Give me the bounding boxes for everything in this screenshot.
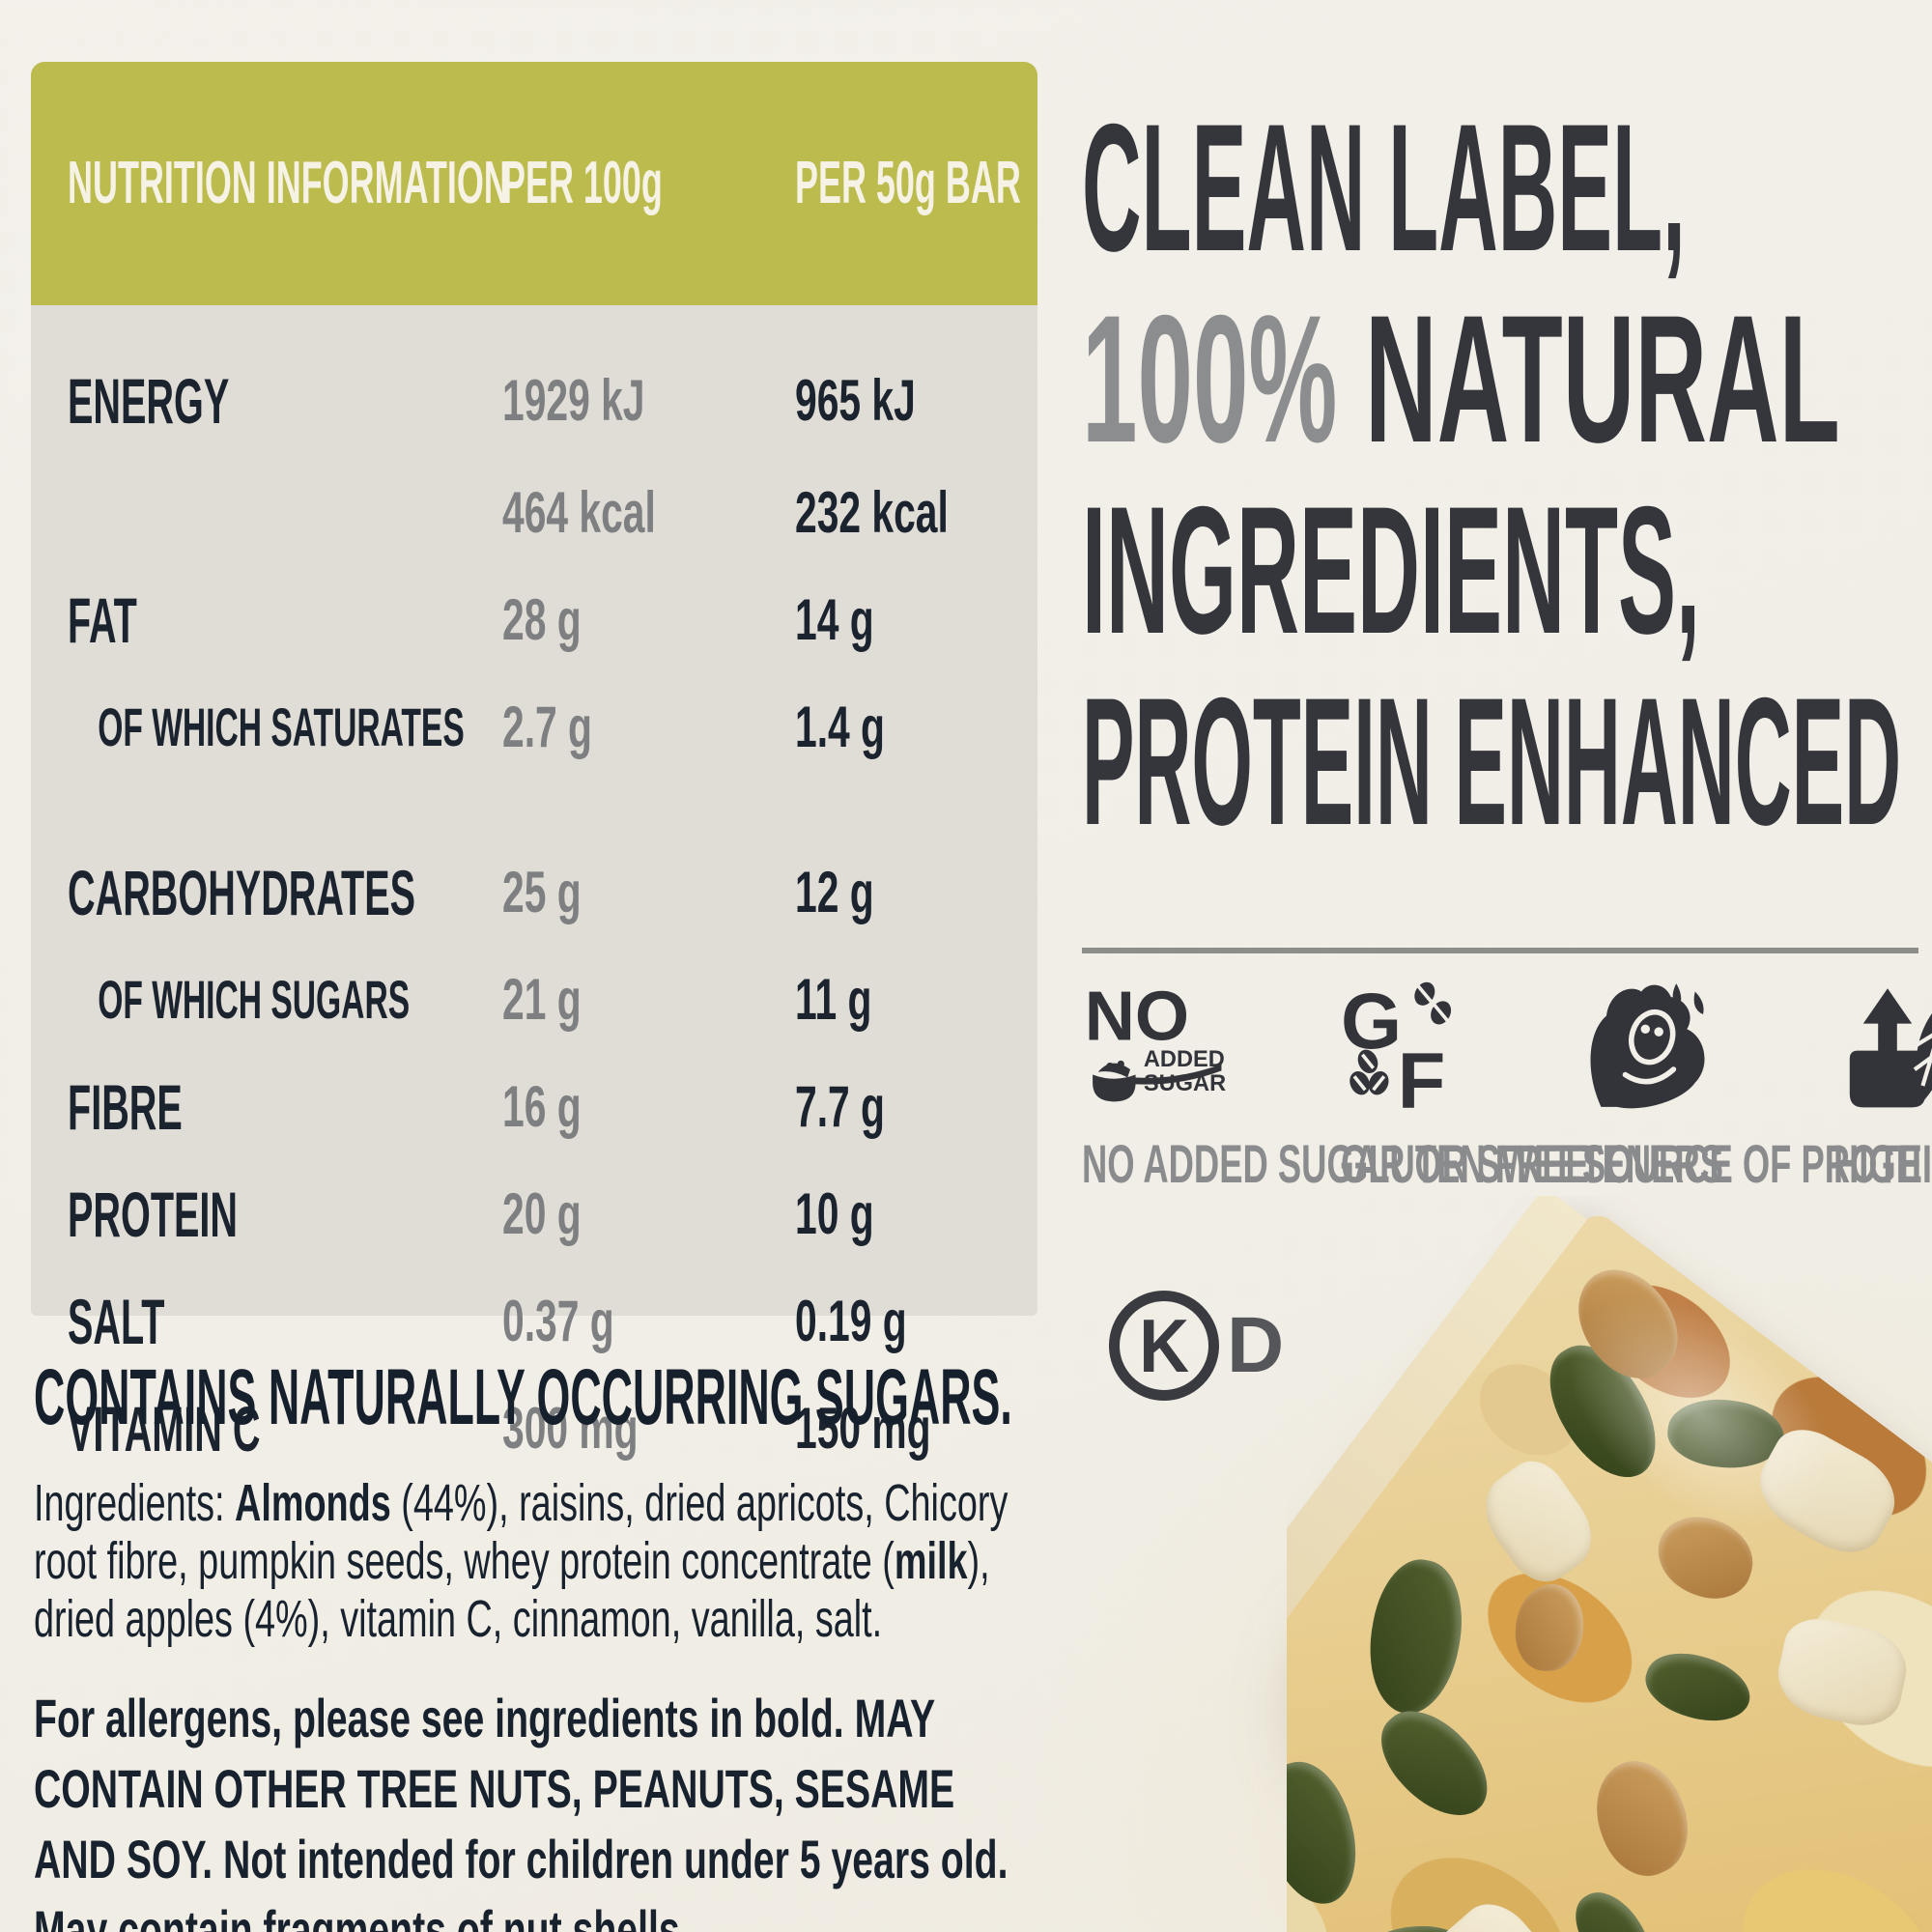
value: 300 mg — [502, 1396, 639, 1461]
value: 232 kcal — [795, 480, 949, 545]
bottom-text-block: CONTAINS NATURALLY OCCURRING SUGARS. Ing… — [34, 1354, 1058, 1932]
header-col-per-100g: PER 100g — [502, 150, 663, 216]
value: 7.7 g — [795, 1074, 885, 1139]
value: 464 kcal — [502, 480, 656, 545]
headline: CLEAN LABEL, 100% NATURAL INGREDIENTS, PROT… — [1082, 92, 1932, 857]
claims-heading: CONTAINS NATURALLY OCCURRING SUGARS. — [34, 1353, 1012, 1441]
per-100g-value: 1929 kJ 464 kcal — [502, 369, 795, 560]
value: 28 g — [502, 587, 582, 652]
kosher-dairy-letter: D — [1227, 1301, 1285, 1389]
headline-line-1: CLEAN LABEL, — [1082, 86, 1686, 289]
nutrition-header: NUTRITION INFORMATION PER 100g PER 50g B… — [31, 62, 1037, 305]
gluten-free-icon: G F — [1341, 978, 1582, 1113]
per-100g-value: 21 g — [502, 968, 795, 1047]
per-50g-value: 965 kJ 232 kcal — [795, 369, 1037, 560]
no-added-sugar-icon: NO ADDED SUGAR — [1082, 978, 1341, 1113]
value: 0.37 g — [502, 1289, 614, 1353]
headline-line-3: INGREDIENTS, — [1082, 469, 1701, 671]
nutrition-row-fat: FAT 28 g 14 g — [68, 588, 1037, 668]
nutrient-label: OF WHICH SATURATES — [98, 696, 465, 757]
per-100g-value: 20 g — [502, 1182, 795, 1262]
header-col-nutrition-information: NUTRITION INFORMATION — [68, 150, 509, 216]
value: 2.7 g — [502, 695, 592, 759]
value: 150 mg — [795, 1396, 931, 1461]
value: 1929 kJ — [502, 368, 645, 433]
per-100g-value: 25 g — [502, 861, 795, 940]
nutrition-row-of-which-saturates: OF WHICH SATURATES 2.7 g 1.4 g — [68, 696, 1037, 775]
badge-label: SOURCE OF PROTEIN — [1582, 1133, 1932, 1194]
nutrient-label: VITAMIN C — [68, 1393, 261, 1464]
per-50g-value: 150 mg — [795, 1397, 1037, 1476]
nutrient-label: PROTEIN — [68, 1179, 239, 1250]
nutrient-label: CARBOHYDRATES — [68, 857, 416, 928]
badge-label: GLUTEN FREE — [1341, 1133, 1589, 1194]
per-50g-value: 10 g — [795, 1182, 1037, 1262]
granola-bar — [1287, 1208, 1932, 1932]
per-100g-value: 2.7 g — [502, 696, 795, 775]
header-col-per-50g-bar: PER 50g BAR — [795, 150, 1021, 216]
nutrition-row-fibre: FIBRE 16 g 7.7 g — [68, 1075, 1037, 1154]
nutrition-row-protein: PROTEIN 20 g 10 g — [68, 1182, 1037, 1262]
nutrient-label: SALT — [68, 1286, 165, 1357]
nutrition-panel: NUTRITION INFORMATION PER 100g PER 50g B… — [31, 62, 1037, 1461]
value: 14 g — [795, 587, 874, 652]
nutrition-row-carbohydrates: CARBOHYDRATES 25 g 12 g — [68, 861, 1037, 940]
value: 21 g — [502, 967, 582, 1032]
svg-text:NO: NO — [1085, 978, 1189, 1055]
per-50g-value: 7.7 g — [795, 1075, 1037, 1154]
nutrient-label: ENERGY — [68, 365, 230, 437]
value: 965 kJ — [795, 368, 916, 433]
kosher-circle-k: K — [1109, 1291, 1219, 1401]
svg-text:G: G — [1341, 979, 1402, 1065]
badge-label: HIGH FIBRE — [1833, 1133, 1932, 1194]
badge-high-fibre: HIGH FIBRE — [1833, 978, 1932, 1194]
svg-text:F: F — [1398, 1037, 1446, 1113]
product-photo — [1287, 1196, 1932, 1932]
per-50g-value: 1.4 g — [795, 696, 1037, 775]
nutrition-row-energy: ENERGY 1929 kJ 464 kcal 965 kJ 232 kcal — [68, 369, 1037, 560]
nutrient-label: OF WHICH SUGARS — [98, 969, 411, 1030]
nutrient-label: FIBRE — [68, 1071, 183, 1143]
nutrition-body: ENERGY 1929 kJ 464 kcal 965 kJ 232 kcal FA… — [31, 305, 1037, 1461]
value: 25 g — [502, 860, 582, 924]
svg-text:ADDED: ADDED — [1144, 1047, 1225, 1072]
badge-gluten-free: G F GLUTEN FREE — [1341, 978, 1589, 1194]
value: 10 g — [795, 1181, 874, 1246]
per-100g-value: 300 mg — [502, 1397, 795, 1476]
value: 1.4 g — [795, 695, 885, 759]
per-100g-value: 0.37 g — [502, 1290, 795, 1369]
ingredients-text: Ingredients: Almonds (44%), raisins, dri… — [34, 1474, 1009, 1648]
nutrition-row-salt: SALT 0.37 g 0.19 g — [68, 1290, 1037, 1369]
allergens-text: For allergens, please see ingredients in… — [34, 1688, 1009, 1932]
arrow-leaf-icon — [1833, 978, 1932, 1113]
per-50g-value: 0.19 g — [795, 1290, 1037, 1369]
headline-line-4: PROTEIN ENHANCED — [1082, 660, 1902, 863]
badge-label: NO ADDED SUGAR OR SWEETENERS — [1082, 1133, 1724, 1194]
per-100g-value: 16 g — [502, 1075, 795, 1154]
kosher-dairy-mark: K D — [1109, 1291, 1284, 1401]
nutrient-label: FAT — [68, 584, 137, 656]
per-50g-value: 11 g — [795, 968, 1037, 1047]
nutrition-row-vitamin-c: VITAMIN C 300 mg 150 mg — [68, 1397, 1037, 1476]
flexed-arm-icon — [1582, 978, 1833, 1113]
per-50g-value: 14 g — [795, 588, 1037, 668]
nutrition-row-of-which-sugars: OF WHICH SUGARS 21 g 11 g — [68, 968, 1037, 1047]
section-divider — [1082, 948, 1918, 953]
value: 0.19 g — [795, 1289, 907, 1353]
value: 12 g — [795, 860, 874, 924]
value: 20 g — [502, 1181, 582, 1246]
badge-source-of-protein: SOURCE OF PROTEIN — [1582, 978, 1932, 1194]
value: 16 g — [502, 1074, 582, 1139]
per-50g-value: 12 g — [795, 861, 1037, 940]
svg-text:SUGAR: SUGAR — [1144, 1071, 1226, 1096]
headline-line-2: 100% NATURAL — [1082, 277, 1840, 480]
claim-badges: NO ADDED SUGAR NO ADDED SUGAR OR SWEETEN… — [1082, 978, 1932, 1194]
badge-no-added-sugar: NO ADDED SUGAR NO ADDED SUGAR OR SWEETEN… — [1082, 978, 1724, 1194]
value: 11 g — [795, 967, 872, 1032]
per-100g-value: 28 g — [502, 588, 795, 668]
